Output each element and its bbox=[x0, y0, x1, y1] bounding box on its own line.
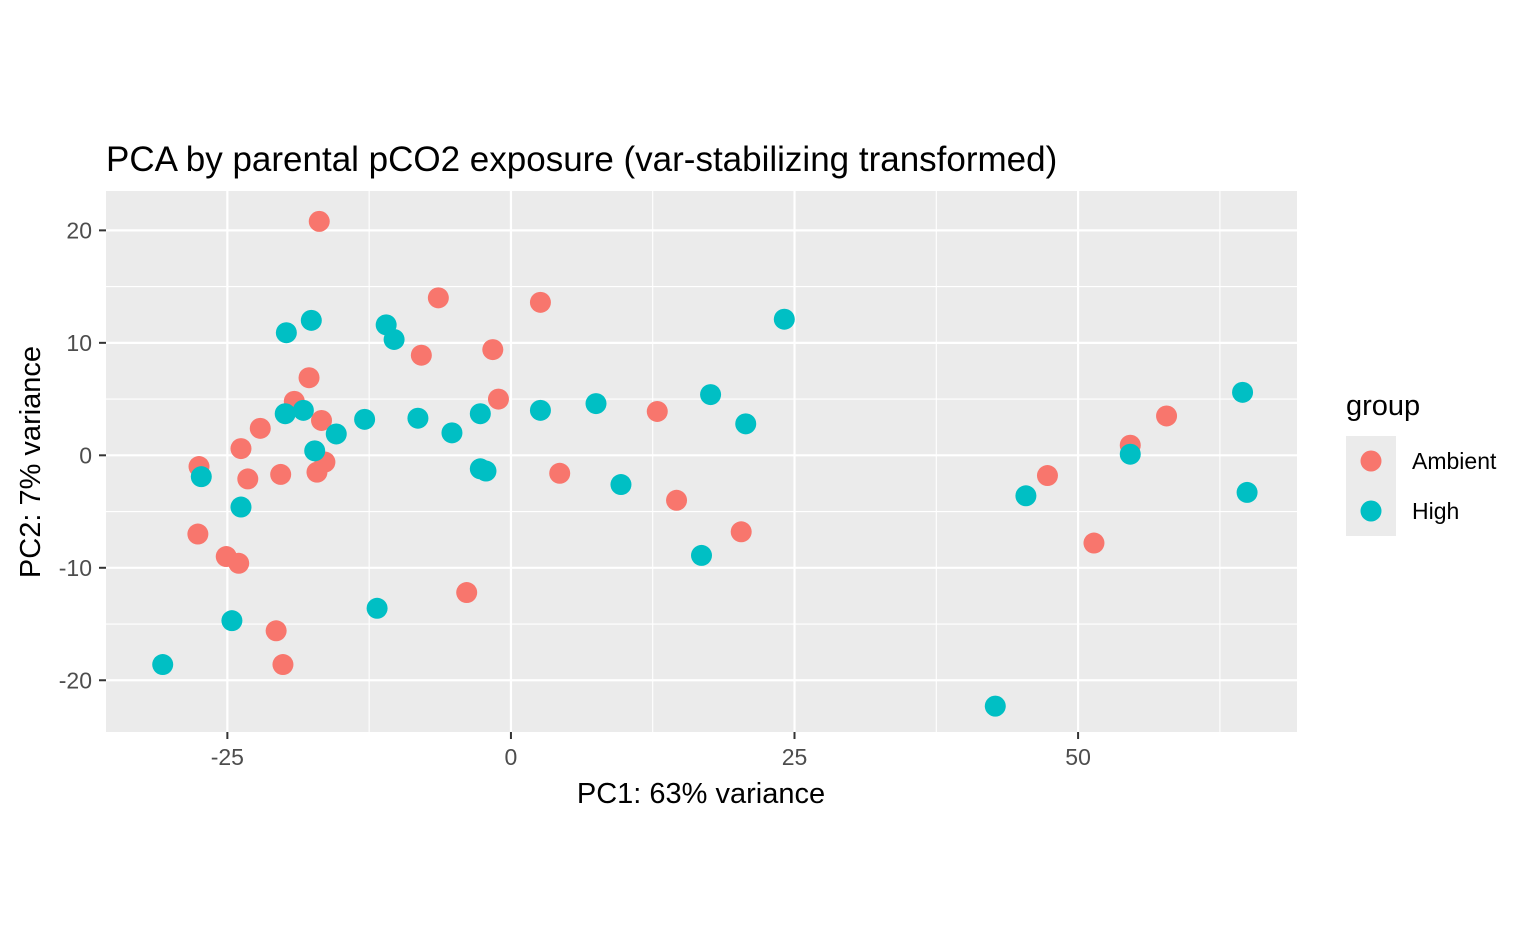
point-ambient bbox=[529, 291, 551, 313]
chart-title: PCA by parental pCO2 exposure (var-stabi… bbox=[106, 140, 1057, 179]
legend-label: Ambient bbox=[1412, 448, 1497, 474]
point-high bbox=[469, 403, 491, 425]
point-high bbox=[304, 440, 326, 462]
point-ambient bbox=[427, 287, 449, 309]
legend-key-ambient bbox=[1360, 450, 1382, 472]
point-ambient bbox=[730, 521, 752, 543]
x-axis-title: PC1: 63% variance bbox=[577, 778, 825, 810]
legend-key-high bbox=[1360, 500, 1382, 522]
point-ambient bbox=[308, 210, 330, 232]
point-ambient bbox=[230, 438, 252, 460]
point-high bbox=[152, 654, 174, 676]
point-ambient bbox=[311, 409, 333, 431]
legend-title: group bbox=[1346, 390, 1420, 422]
x-tick-label: 25 bbox=[782, 744, 808, 770]
point-ambient bbox=[487, 388, 509, 410]
point-high bbox=[325, 423, 347, 445]
y-axis-ticks: -20 -10 0 10 20 bbox=[59, 217, 106, 693]
point-high bbox=[1015, 485, 1037, 507]
point-high bbox=[585, 393, 607, 415]
data-points bbox=[152, 210, 1258, 717]
x-tick-label: 0 bbox=[505, 744, 518, 770]
point-ambient bbox=[666, 489, 688, 511]
point-high bbox=[691, 544, 712, 566]
point-high bbox=[407, 407, 429, 429]
y-tick-label: -10 bbox=[59, 555, 92, 581]
point-ambient bbox=[249, 417, 271, 439]
point-ambient bbox=[1036, 465, 1058, 487]
point-ambient bbox=[549, 462, 571, 484]
point-ambient bbox=[265, 620, 287, 642]
y-axis-title: PC2: 7% variance bbox=[15, 346, 47, 578]
point-high bbox=[354, 408, 376, 430]
point-high bbox=[366, 597, 388, 619]
point-high bbox=[383, 328, 405, 350]
point-high bbox=[610, 474, 632, 496]
x-tick-label: 50 bbox=[1065, 744, 1091, 770]
point-ambient bbox=[1156, 405, 1178, 427]
point-high bbox=[190, 466, 212, 488]
point-ambient bbox=[228, 552, 250, 574]
point-high bbox=[529, 399, 551, 421]
plot-panel bbox=[106, 191, 1297, 732]
point-ambient bbox=[272, 654, 294, 676]
point-ambient bbox=[410, 344, 432, 366]
point-high bbox=[475, 460, 497, 482]
point-ambient bbox=[482, 339, 504, 361]
x-axis-ticks: -25 0 25 50 bbox=[211, 732, 1091, 770]
point-high bbox=[441, 422, 463, 444]
legend-label: High bbox=[1412, 498, 1459, 524]
point-high bbox=[274, 403, 296, 425]
x-tick-label: -25 bbox=[211, 744, 244, 770]
point-high bbox=[1236, 481, 1258, 503]
point-high bbox=[1232, 381, 1254, 403]
point-high bbox=[984, 695, 1006, 717]
point-high bbox=[700, 384, 722, 406]
point-ambient bbox=[646, 400, 668, 422]
point-high bbox=[292, 399, 314, 421]
y-tick-label: 0 bbox=[79, 442, 92, 468]
point-high bbox=[1119, 443, 1141, 465]
point-ambient bbox=[237, 468, 259, 490]
legend: group Ambient High bbox=[1346, 390, 1497, 536]
point-ambient bbox=[187, 523, 209, 545]
y-tick-label: 10 bbox=[66, 330, 92, 356]
point-high bbox=[735, 413, 757, 435]
y-tick-label: 20 bbox=[66, 217, 92, 243]
point-ambient bbox=[1083, 532, 1105, 554]
point-ambient bbox=[306, 461, 328, 483]
point-ambient bbox=[270, 463, 292, 485]
point-high bbox=[773, 308, 795, 330]
point-high bbox=[275, 322, 297, 344]
point-high bbox=[221, 610, 243, 632]
point-ambient bbox=[298, 367, 320, 389]
major-gridlines bbox=[106, 191, 1297, 732]
point-ambient bbox=[456, 582, 478, 604]
point-high bbox=[300, 309, 322, 331]
point-high bbox=[230, 496, 252, 518]
y-tick-label: -20 bbox=[59, 667, 92, 693]
